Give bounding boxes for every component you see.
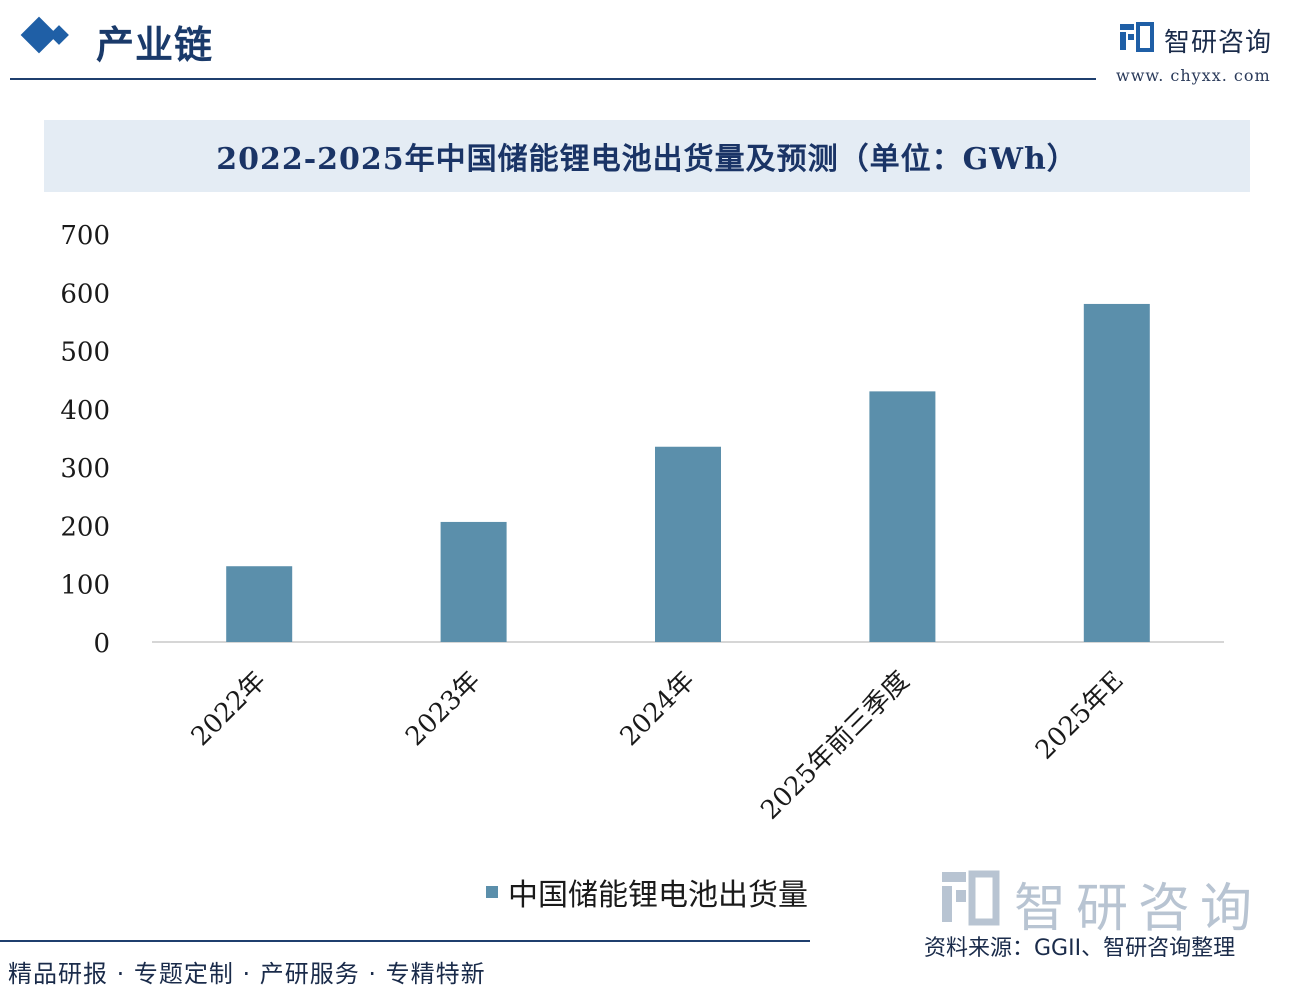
y-tick-label: 0: [93, 629, 110, 659]
bar: [440, 521, 507, 642]
x-tick-label: 2022年: [186, 666, 272, 752]
page-header: 产业链 智研咨询 www. chyxx. com: [0, 0, 1304, 90]
footer-logo-icon: [942, 870, 1000, 926]
footer-divider: [0, 940, 810, 942]
x-tick-label: 2025年E: [1030, 666, 1130, 766]
x-tick-label: 2025年前三季度: [755, 666, 915, 826]
y-tick-label: 500: [60, 338, 110, 368]
y-tick-label: 600: [60, 279, 110, 309]
header-divider: [10, 78, 1096, 80]
bar-chart: 0 100 200 300 400 500 600 700 2022年 2023年 2024年 202…: [60, 221, 1224, 826]
legend-label: 中国储能锂电池出货量: [508, 878, 808, 913]
y-tick-label: 700: [60, 221, 110, 251]
y-tick-label: 300: [60, 454, 110, 484]
section-title: 产业链: [96, 22, 214, 67]
brand-url[interactable]: www. chyxx. com: [1116, 66, 1271, 85]
source-note: 资料来源：GGII、智研咨询整理: [924, 936, 1236, 961]
x-tick-label: 2024年: [615, 666, 701, 752]
footer-brand: 智研咨询: [1014, 879, 1263, 939]
chart-title-bar: 2022-2025年中国储能锂电池出货量及预测（单位：GWh）: [44, 120, 1250, 192]
y-tick-label: 400: [60, 396, 110, 426]
legend-swatch: [486, 886, 498, 898]
bar: [869, 391, 936, 642]
x-tick-label: 2023年: [400, 666, 486, 752]
brand-logo-icon: [1120, 22, 1154, 52]
chart-title: 2022-2025年中国储能锂电池出货量及预测（单位：GWh）: [216, 142, 1078, 177]
y-tick-label: 200: [60, 512, 110, 542]
chart-legend: 中国储能锂电池出货量: [486, 870, 808, 914]
brand-name: 智研咨询: [1164, 28, 1273, 58]
bar: [226, 566, 293, 642]
y-tick-label: 100: [60, 571, 110, 601]
footer-slogan: 精品研报 · 专题定制 · 产研服务 · 专精特新: [8, 960, 486, 988]
bar: [1083, 303, 1150, 642]
bar: [655, 446, 721, 642]
